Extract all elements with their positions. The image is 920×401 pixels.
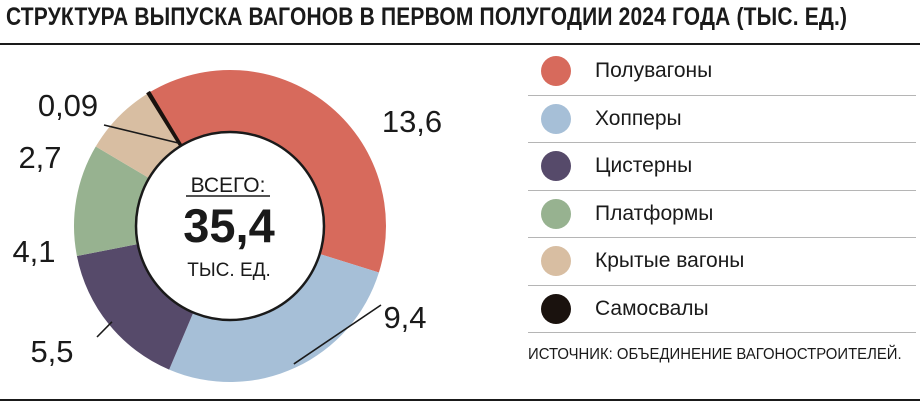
legend-item-dump-car: Самосвалы <box>528 286 916 333</box>
legend-swatch <box>541 246 571 277</box>
donut-chart: 13,6 9,4 5,5 4,1 2,7 0,09 ВСЕГО: 35,4 ТЫС. ЕД… <box>12 69 442 382</box>
source-note: ИСТОЧНИК: ОБЪЕДИНЕНИЕ ВАГОНОСТРОИТЕЛЕЙ. <box>528 346 902 363</box>
legend-swatch <box>541 103 571 134</box>
slice-tank <box>76 244 194 370</box>
center-total-value: 35,4 <box>183 199 274 252</box>
legend-item-platform: Платформы <box>528 191 916 238</box>
center-circle <box>134 130 326 322</box>
slice-hopper <box>169 254 379 382</box>
slice-platform <box>74 146 150 257</box>
legend-label: Полувагоны <box>595 59 713 83</box>
legend-label: Крытые вагоны <box>595 249 745 273</box>
leader-line-tank <box>96 321 113 338</box>
legend-swatch <box>541 293 571 324</box>
center-unit: ТЫС. ЕД. <box>187 260 271 281</box>
title-divider <box>0 43 920 45</box>
chart-title: СТРУКТУРА ВЫПУСКА ВАГОНОВ В ПЕРВОМ ПОЛУГ… <box>6 3 848 31</box>
legend-label: Платформы <box>595 201 714 225</box>
bottom-divider <box>0 399 920 401</box>
value-label-platform: 4,1 <box>12 234 55 269</box>
legend-item-gondola: Полувагоны <box>528 48 916 96</box>
value-label-dump-car: 0,09 <box>38 88 98 123</box>
legend-item-hopper: Хопперы <box>528 96 916 143</box>
value-label-boxcar: 2,7 <box>18 140 61 175</box>
value-label-tank: 5,5 <box>30 334 73 369</box>
slice-gondola <box>149 69 387 273</box>
legend-label: Цистерны <box>595 154 693 178</box>
center-total-label: ВСЕГО: <box>191 174 266 197</box>
legend-item-tank: Цистерны <box>528 143 916 191</box>
legend-swatch <box>541 151 571 182</box>
leader-line-hopper <box>293 304 382 365</box>
slice-boxcar <box>95 93 181 179</box>
legend: Полувагоны Хопперы Цистерны Платформы Кр… <box>528 48 916 333</box>
legend-item-boxcar: Крытые вагоны <box>528 238 916 286</box>
legend-label: Хопперы <box>595 106 682 130</box>
legend-swatch <box>541 56 571 87</box>
legend-label: Самосвалы <box>595 296 709 320</box>
value-label-hopper: 9,4 <box>383 300 426 335</box>
leader-line-dump-car <box>103 124 180 145</box>
legend-swatch <box>541 198 571 229</box>
value-label-gondola: 13,6 <box>382 104 442 139</box>
